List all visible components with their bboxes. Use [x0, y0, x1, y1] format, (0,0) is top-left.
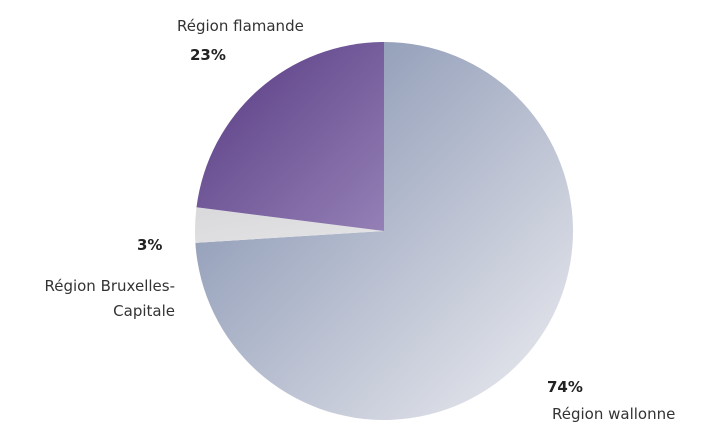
slice-label: Région wallonne	[552, 405, 676, 423]
pie-slice	[196, 42, 384, 231]
value-label: 74%	[547, 378, 583, 396]
value-label: 3%	[137, 236, 163, 254]
slice-label: Région flamande	[177, 17, 304, 35]
pie-slice	[195, 42, 573, 420]
value-label: 23%	[190, 46, 226, 64]
pie-slice	[195, 207, 384, 243]
slice-label: Région Bruxelles-Capitale	[44, 277, 175, 320]
